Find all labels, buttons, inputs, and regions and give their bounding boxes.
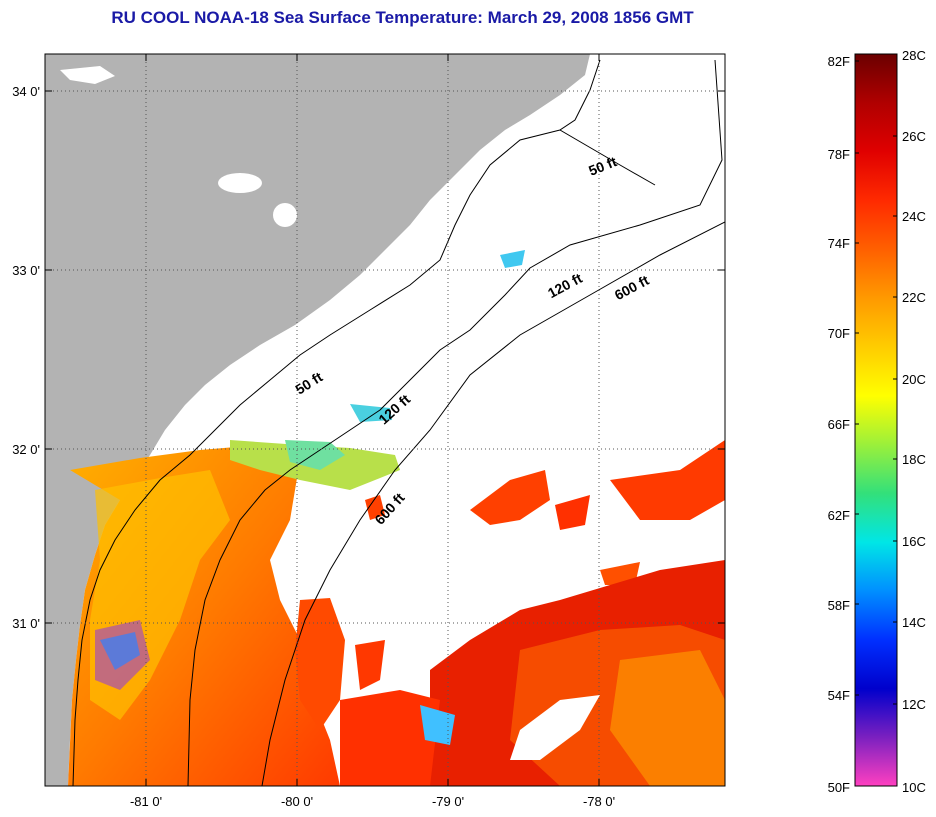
land-mass [45,54,590,786]
lake-feature [60,66,115,84]
latitude-label: 33 0' [12,263,40,278]
isobath-lines [72,59,725,786]
longitude-label: -79 0' [432,794,464,809]
latitude-label: 32 0' [12,442,40,457]
map-grid [44,53,726,787]
sst-data-patches [68,250,725,786]
lake-feature [273,203,297,227]
longitude-label: -81 0' [130,794,162,809]
latitude-label: 34 0' [12,84,40,99]
latitude-label: 31 0' [12,616,40,631]
longitude-label: -80 0' [281,794,313,809]
longitude-label: -78 0' [583,794,615,809]
map-title: RU COOL NOAA-18 Sea Surface Temperature:… [111,8,694,27]
lake-feature [218,173,262,193]
